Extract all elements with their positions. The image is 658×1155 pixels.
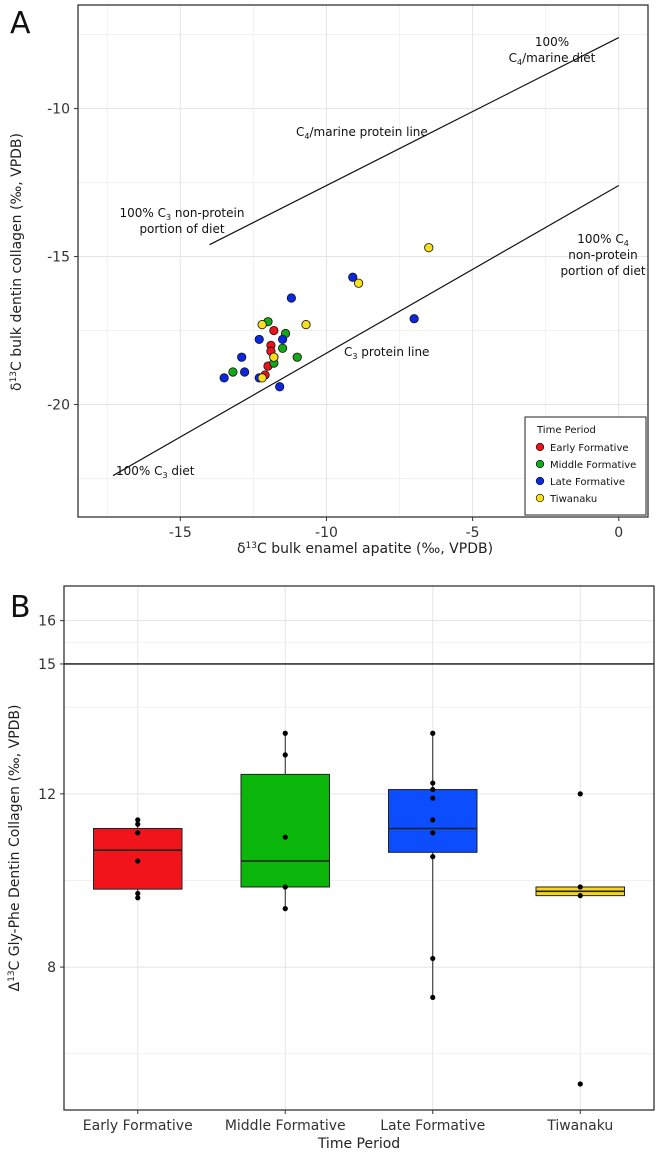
panel-a-point [254,334,264,345]
legend-title: Time Period [536,425,596,436]
annotation-c4marine-protein-line: C4/marine protein line [296,125,428,141]
panel-a-y-tick-label: -15 [47,250,70,266]
panel-b-point [430,730,436,736]
panel-a-point [424,243,434,253]
panel-b-point [282,834,288,840]
panel-b-tick-labels: Early Formative Middle Formative Late Form… [38,614,613,1134]
panel-b-point [135,830,141,836]
panel-a-point [240,367,250,377]
legend-label: Early Formative [550,443,629,454]
panel-b-point [430,994,436,1001]
annotation-c3-protein-line: C3 protein line [344,345,429,361]
panel-b-x-tick-label: Early Formative [83,1118,193,1134]
panel-b-point [577,893,583,899]
panel-a: A -15 -10 -5 0 -20 -15 -10 100% C4/marine diet… [9,4,649,557]
panel-b-point [430,817,436,823]
panel-a-letter: A [10,6,31,41]
legend-label: Tiwanaku [549,494,597,505]
panel-a-y-axis-label: δ13C bulk dentin collagen (‰, VPDB) [9,133,25,391]
panel-a-gridlines [78,5,648,517]
panel-b-point [282,730,288,736]
panel-a-x-tick-label: -10 [315,525,338,541]
panel-a-point [409,314,419,324]
panel-a-point [354,278,364,288]
panel-a-y-tick-label: -20 [47,398,70,414]
annotation-c3-nonprotein-line2: portion of diet [139,222,224,236]
annotation-c3-nonprotein-line1: 100% C3 non-protein [120,206,245,222]
panel-b-point [430,830,436,836]
panel-a-x-tick-label: -5 [466,525,480,541]
panel-b-point [282,884,288,890]
panel-b-point [135,821,141,827]
panel-a-point [348,272,358,282]
legend-swatch [535,493,545,503]
panel-b-x-tick-label: Middle Formative [225,1118,346,1134]
panel-a-x-axis-label: δ13C bulk enamel apatite (‰, VPDB) [237,541,493,557]
panel-a-y-tick-label: -10 [47,102,70,118]
annotation-c4marine-diet-line1: 100% [535,35,569,49]
panel-b-point [135,890,141,897]
panel-b-point [135,895,141,901]
panel-b-y-tick-label: 12 [38,787,56,803]
panel-b-y-tick-label: 15 [38,657,56,673]
panel-a-point [292,352,302,362]
annotation-c4marine-diet-line2: C4/marine diet [509,51,596,67]
panel-b: B Early Formative Middle Formative Late Fo… [7,585,655,1152]
legend-box [524,416,647,516]
panel-a-point [278,343,288,353]
panel-a-point [219,373,229,383]
box-rect [240,773,330,888]
panel-b-y-tick-label: 16 [38,614,56,630]
panel-b-plot-border [63,585,655,1111]
panel-a-plot-border [77,4,649,518]
panel-b-x-axis-label: Time Period [317,1136,400,1152]
panel-a-reference-line [209,37,620,246]
panel-b-data-points [135,730,583,1087]
panel-b-x-tick-label: Late Formative [380,1118,485,1134]
panel-a-point [286,293,296,303]
panel-a-point [257,373,267,383]
panel-b-y-tick-label: 8 [47,960,56,976]
panel-a-point [278,334,288,345]
panel-a-legend: Time Period Early Formative Middle Format… [524,416,647,516]
annotation-c4-nonprotein-line1: 100% C4 [577,232,629,248]
legend-swatch [535,459,545,469]
panel-a-point [228,367,238,377]
panel-b-point [577,791,583,797]
panel-b-letter: B [10,590,31,625]
panel-b-y-axis-label: Δ13C Gly-Phe Dentin Collagen (‰, VPDB) [7,705,23,992]
panel-b-point [282,906,288,912]
panel-b-point [430,780,436,786]
legend-swatch [535,476,545,486]
panel-b-x-tick-label: Tiwanaku [546,1118,613,1134]
annotation-c3-diet: 100% C3 diet [116,464,195,480]
panel-b-point [577,884,583,890]
annotation-c4-nonprotein-line2: non-protein [568,248,638,262]
panel-a-point [257,320,267,330]
panel-b-point [430,854,436,860]
panel-b-point [430,795,436,801]
panel-b-point [282,752,288,758]
panel-a-reference-line [112,185,620,477]
panel-a-x-tick-label: 0 [614,525,623,541]
panel-a-x-tick-label: -15 [169,525,192,541]
legend-swatch [535,442,545,452]
panel-a-reference-lines [112,37,620,477]
panel-b-point [430,955,436,962]
panel-a-tick-labels: -15 -10 -5 0 -20 -15 -10 [47,102,623,541]
panel-b-point [135,858,141,864]
panel-a-point [269,352,279,362]
panel-a-data-points [219,243,434,392]
legend-label: Late Formative [550,477,625,488]
panel-b-point [577,1081,583,1087]
panel-a-point [269,325,279,336]
panel-a-point [237,352,247,362]
panel-a-point [275,382,285,392]
panel-a-point [301,320,311,330]
legend-label: Middle Formative [550,460,636,471]
annotation-c4-nonprotein-line3: portion of diet [560,264,645,278]
panel-b-point [430,786,436,793]
panel-b-point [135,817,141,823]
